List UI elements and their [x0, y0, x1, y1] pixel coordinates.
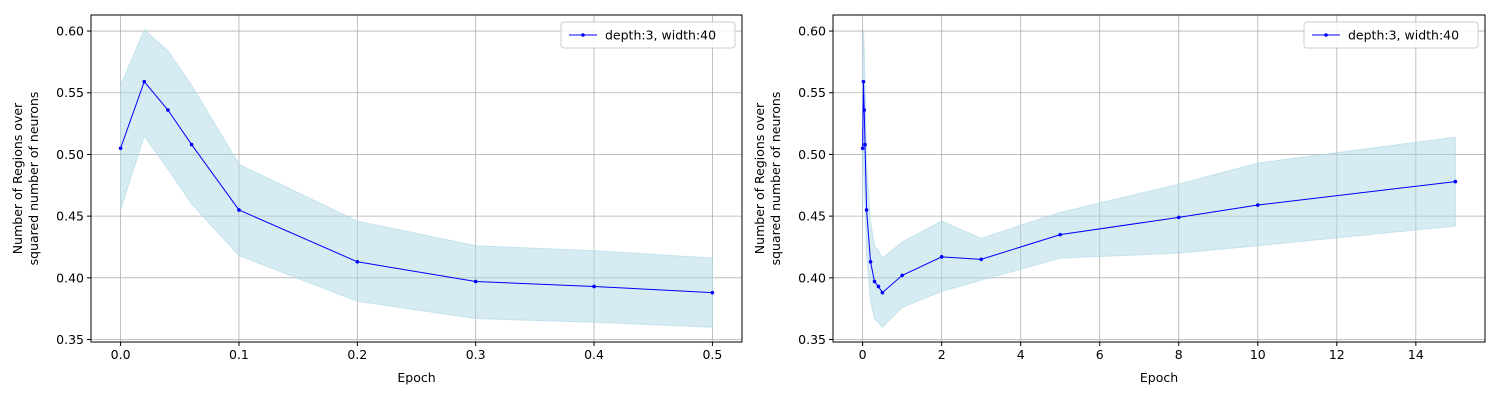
axes-frame: [832, 14, 1486, 343]
data-point: [355, 259, 360, 264]
legend: depth:3, width:40: [560, 21, 736, 49]
x-tick-label: 0.2: [347, 347, 367, 362]
x-tick-label: 0.4: [584, 347, 604, 362]
data-point: [939, 255, 944, 259]
data-point: [237, 208, 241, 212]
legend-label: depth:3, width:40: [1348, 28, 1459, 43]
y-tick-label: 0.50: [56, 147, 84, 162]
legend-marker-swatch: [581, 33, 585, 37]
data-point: [864, 208, 869, 212]
legend-box: [1303, 21, 1479, 49]
y-tick-label: 0.60: [798, 24, 826, 39]
data-point: [868, 259, 873, 264]
x-tick-label: 4: [1017, 347, 1025, 362]
y-tick-label: 0.40: [798, 270, 826, 285]
y-tick-label: 0.55: [798, 85, 826, 100]
right-chart: 0 2 4 6 8 10 12 14 0.35 0.40 0.45 0.50 0.55 0.60 Epoch…: [752, 14, 1486, 385]
data-point: [863, 142, 867, 147]
legend: depth:3, width:40: [1303, 21, 1479, 49]
confidence-band: [862, 29, 1456, 328]
data-point: [118, 146, 123, 151]
x-tick-label: 0.5: [702, 347, 722, 362]
data-point: [861, 79, 866, 84]
data-point: [1453, 179, 1458, 184]
x-tick-label: 2: [938, 347, 946, 362]
data-point: [473, 279, 478, 284]
left-chart: 0.0 0.1 0.2 0.3 0.4 0.5 0.35 0.40 0.45 0.50 0.55 0.…: [10, 14, 743, 385]
y-tick-label: 0.55: [56, 85, 84, 100]
y-axis-label-line-2: squared number of neurons: [768, 92, 783, 266]
legend-marker-swatch: [1324, 33, 1328, 37]
confidence-band: [120, 28, 713, 328]
legend-label: depth:3, width:40: [605, 28, 716, 43]
x-axis-label: Epoch: [1140, 370, 1178, 385]
y-axis-label-line-2: squared number of neurons: [26, 92, 41, 266]
y-axis-label-line-1: Number of Regions over: [752, 102, 767, 254]
data-point: [710, 290, 715, 295]
y-axis-label-line-1: Number of Regions over: [10, 102, 25, 254]
data-point: [872, 279, 877, 284]
x-tick-label: 8: [1175, 347, 1183, 362]
data-point: [1255, 203, 1260, 207]
x-tick-label: 0.0: [111, 347, 131, 362]
data-point: [979, 257, 983, 262]
x-tick-label: 10: [1250, 347, 1266, 362]
data-point: [166, 108, 170, 112]
y-tick-label: 0.60: [56, 24, 84, 39]
x-tick-label: 0: [859, 347, 867, 362]
data-point: [900, 273, 904, 278]
y-tick-label: 0.50: [798, 147, 826, 162]
x-tick-label: 12: [1329, 347, 1345, 362]
x-tick-label: 6: [1096, 347, 1104, 362]
x-tick-label: 0.3: [466, 347, 486, 362]
data-point: [592, 284, 596, 289]
data-point: [860, 146, 865, 151]
y-tick-label: 0.35: [56, 332, 84, 347]
data-point: [862, 108, 867, 112]
data-point: [142, 79, 147, 84]
x-tick-label: 14: [1408, 347, 1424, 362]
data-point: [880, 290, 885, 295]
data-point: [876, 284, 881, 289]
series-line: [862, 81, 1456, 294]
y-tick-label: 0.35: [798, 332, 826, 347]
x-axis-label: Epoch: [397, 370, 435, 385]
y-tick-label: 0.40: [56, 270, 84, 285]
data-point: [189, 142, 194, 147]
y-tick-label: 0.45: [798, 209, 826, 224]
data-point: [1058, 232, 1063, 237]
data-point: [1176, 215, 1181, 220]
axes-frame: [90, 14, 743, 343]
legend-box: [560, 21, 736, 49]
y-tick-label: 0.45: [56, 209, 84, 224]
x-tick-label: 0.1: [229, 347, 249, 362]
